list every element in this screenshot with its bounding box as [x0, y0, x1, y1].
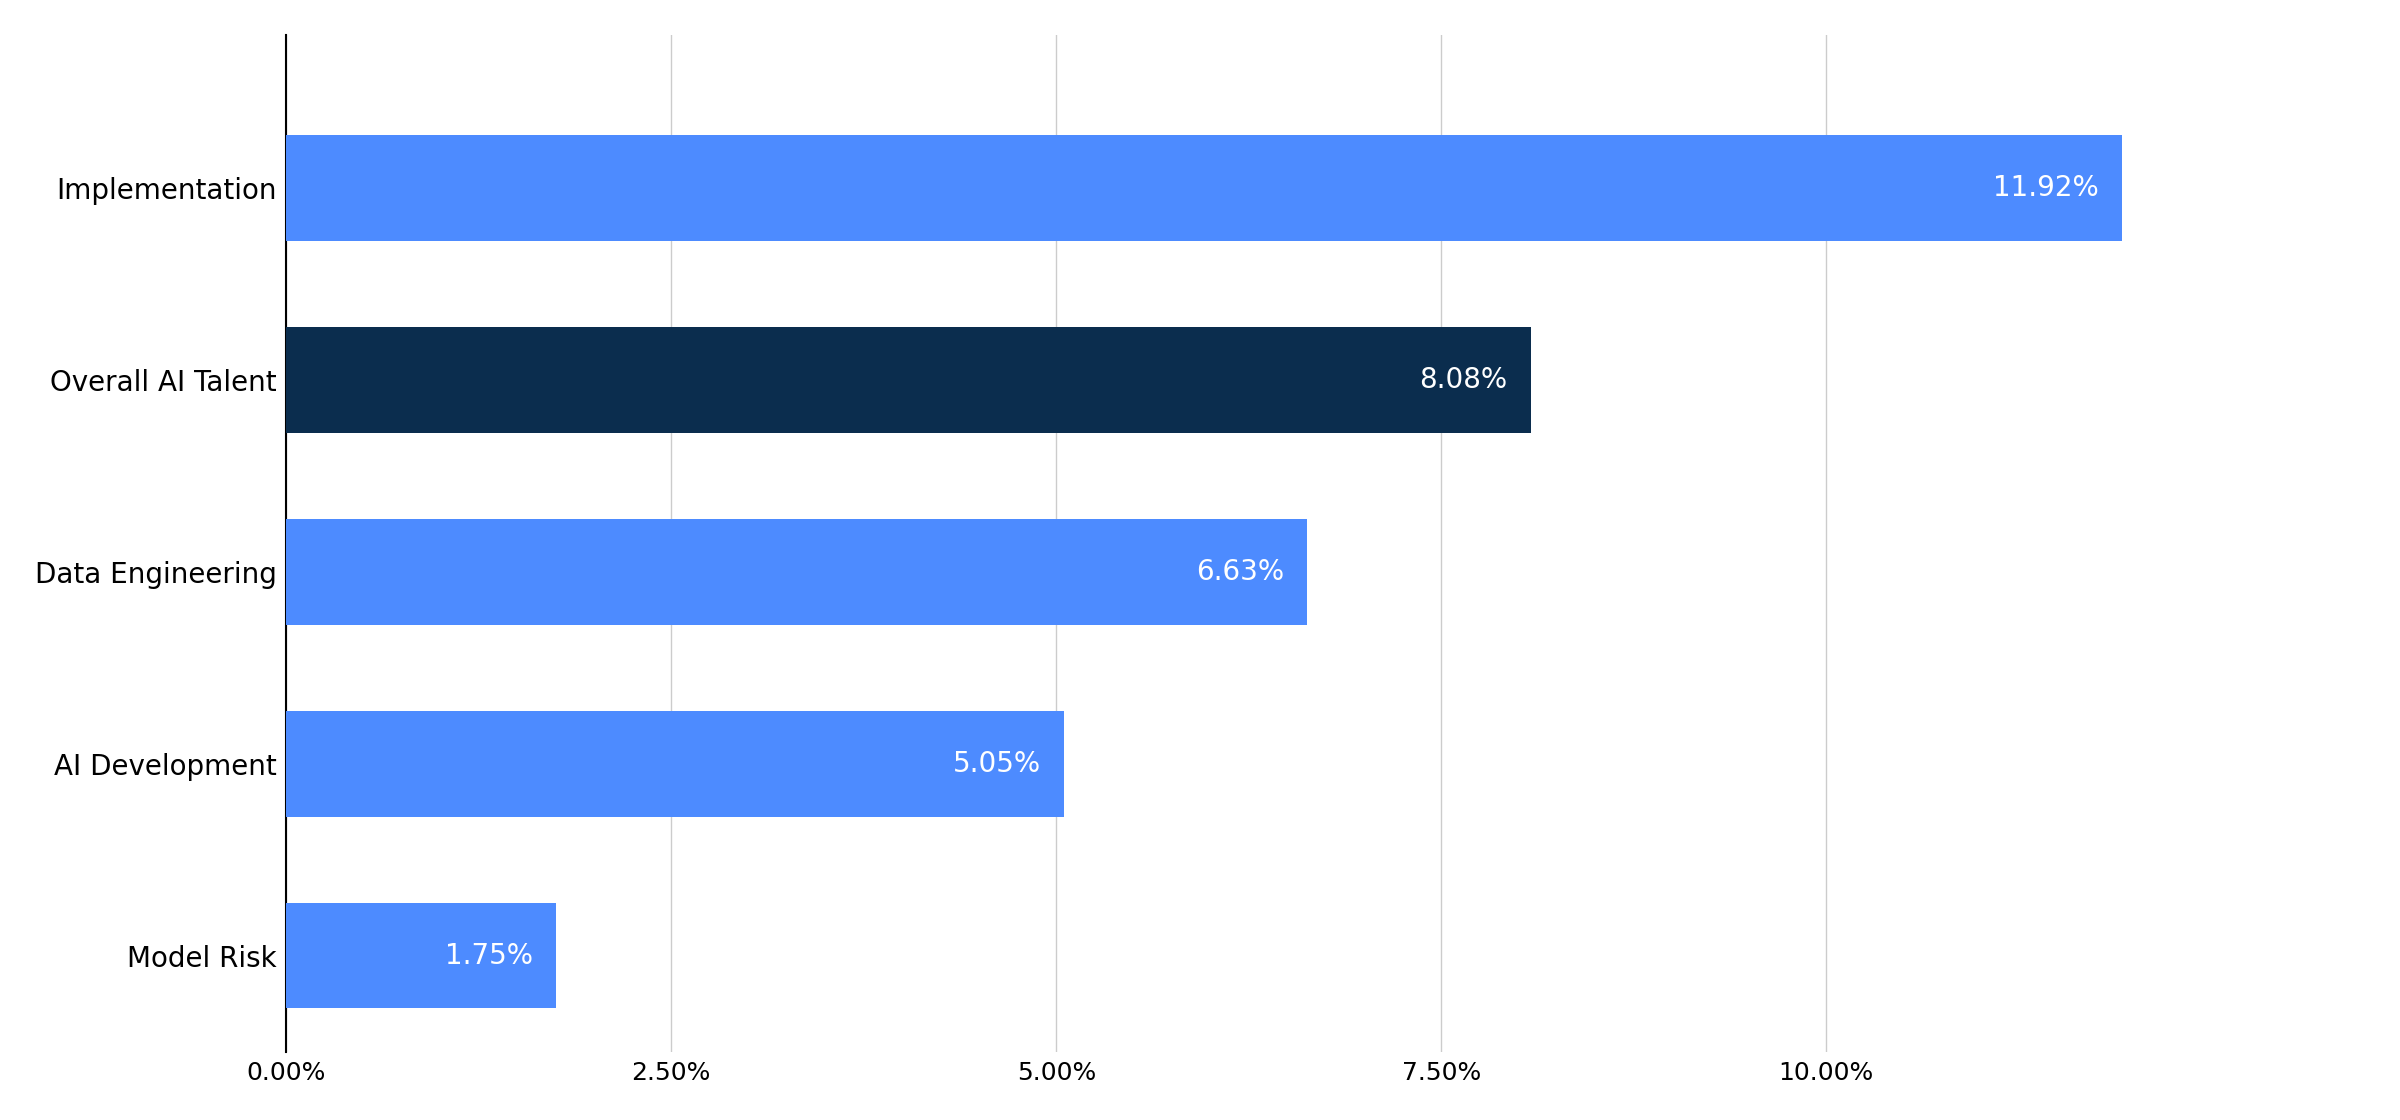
- Text: 11.92%: 11.92%: [1992, 175, 2100, 203]
- Text: 1.75%: 1.75%: [444, 942, 533, 970]
- Text: 8.08%: 8.08%: [1418, 366, 1507, 394]
- Bar: [286, 520, 1308, 625]
- Bar: [286, 327, 1531, 432]
- Bar: [286, 711, 1063, 816]
- Text: 6.63%: 6.63%: [1195, 558, 1284, 586]
- Text: 5.05%: 5.05%: [953, 749, 1042, 777]
- Bar: [286, 903, 557, 1008]
- Bar: [286, 136, 2122, 241]
